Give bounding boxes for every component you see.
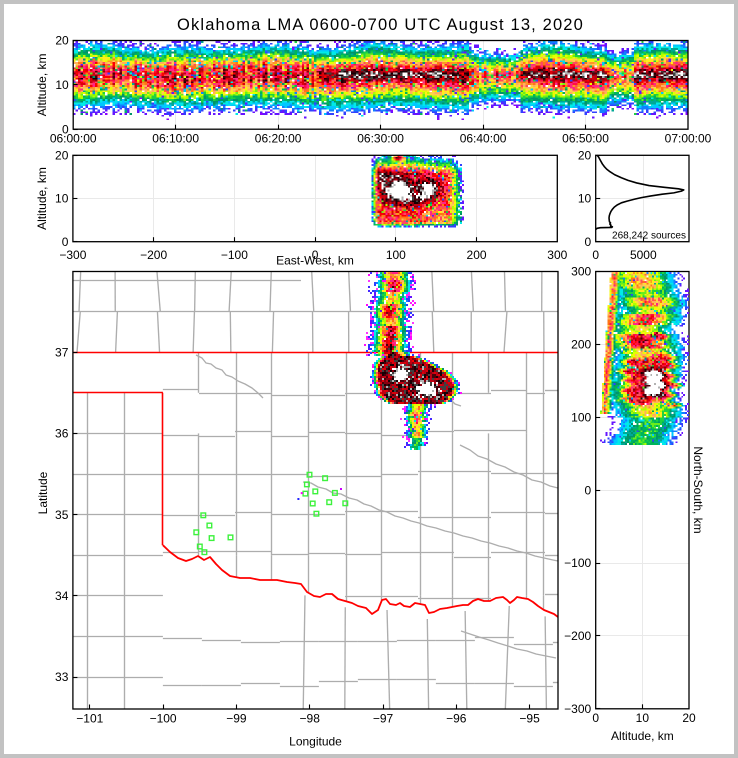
- svg-text:100: 100: [386, 248, 406, 262]
- svg-text:0: 0: [62, 122, 69, 136]
- svg-text:0: 0: [312, 248, 319, 262]
- svg-text:06:50:00: 06:50:00: [562, 131, 609, 145]
- svg-text:20: 20: [55, 34, 69, 48]
- svg-text:−96: −96: [446, 711, 467, 725]
- svg-text:−101: −101: [76, 711, 103, 725]
- svg-text:−97: −97: [373, 711, 394, 725]
- svg-text:200: 200: [467, 248, 487, 262]
- svg-text:−99: −99: [226, 711, 247, 725]
- svg-text:35: 35: [55, 508, 69, 522]
- svg-text:268,242 sources: 268,242 sources: [612, 231, 686, 242]
- svg-text:10: 10: [55, 192, 69, 206]
- svg-text:−100: −100: [150, 711, 177, 725]
- svg-text:Oklahoma LMA 0600-0700 UTC Aug: Oklahoma LMA 0600-0700 UTC August 13, 20…: [177, 16, 584, 34]
- svg-text:0: 0: [62, 235, 69, 249]
- svg-text:−100: −100: [221, 248, 248, 262]
- svg-text:Longitude: Longitude: [289, 735, 342, 749]
- svg-text:−300: −300: [564, 702, 591, 716]
- svg-text:0: 0: [592, 248, 599, 262]
- svg-text:Altitude, km: Altitude, km: [611, 729, 674, 743]
- svg-text:−200: −200: [140, 248, 167, 262]
- svg-text:Altitude, km: Altitude, km: [35, 167, 49, 230]
- svg-text:07:00:00: 07:00:00: [665, 131, 712, 145]
- svg-text:36: 36: [55, 427, 69, 441]
- svg-text:200: 200: [571, 338, 591, 352]
- svg-text:10: 10: [578, 192, 592, 206]
- svg-text:North-South, km: North-South, km: [691, 446, 705, 533]
- svg-text:33: 33: [55, 670, 69, 684]
- svg-text:10: 10: [636, 711, 650, 725]
- svg-text:5000: 5000: [630, 248, 657, 262]
- svg-text:Altitude, km: Altitude, km: [35, 53, 49, 116]
- svg-text:−98: −98: [300, 711, 321, 725]
- svg-text:Latitude: Latitude: [36, 471, 50, 514]
- svg-text:−300: −300: [59, 248, 86, 262]
- svg-text:20: 20: [55, 149, 69, 163]
- svg-text:20: 20: [578, 149, 592, 163]
- svg-text:300: 300: [547, 248, 567, 262]
- svg-text:−200: −200: [564, 629, 591, 643]
- svg-text:06:00:00: 06:00:00: [50, 131, 97, 145]
- svg-text:10: 10: [55, 78, 69, 92]
- svg-text:34: 34: [55, 589, 69, 603]
- svg-text:37: 37: [55, 345, 69, 359]
- svg-text:06:10:00: 06:10:00: [152, 131, 199, 145]
- svg-text:0: 0: [592, 711, 599, 725]
- svg-text:−95: −95: [519, 711, 540, 725]
- svg-text:300: 300: [571, 265, 591, 279]
- svg-text:06:30:00: 06:30:00: [357, 131, 404, 145]
- svg-text:0: 0: [585, 483, 592, 497]
- svg-text:20: 20: [682, 711, 696, 725]
- svg-text:100: 100: [571, 410, 591, 424]
- svg-text:−100: −100: [564, 556, 591, 570]
- svg-text:06:20:00: 06:20:00: [255, 131, 302, 145]
- svg-text:06:40:00: 06:40:00: [460, 131, 507, 145]
- svg-text:0: 0: [585, 235, 592, 249]
- svg-text:East-West, km: East-West, km: [276, 254, 354, 268]
